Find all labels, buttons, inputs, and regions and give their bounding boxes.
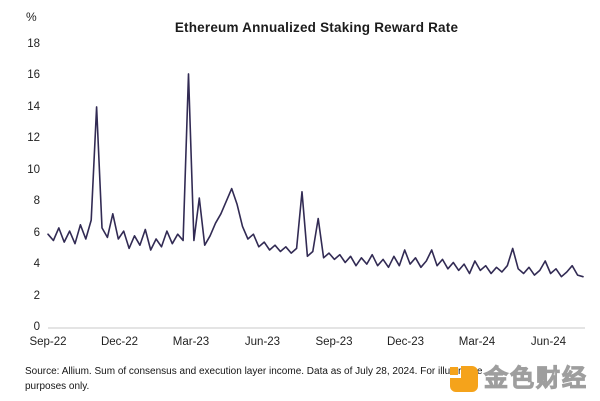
x-tick-label: Dec-23 (386, 336, 425, 348)
source-footnote-line2: purposes only. (25, 381, 90, 392)
source-footnote-line1: Source: Allium. Sum of consensus and exe… (25, 366, 483, 377)
y-tick-label: 4 (33, 258, 40, 271)
x-tick-label: Sep-23 (315, 336, 353, 348)
y-tick-label: 8 (33, 195, 40, 208)
y-tick-label: 10 (27, 163, 40, 176)
x-tick-label: Mar-23 (172, 336, 210, 348)
y-tick-label: 18 (27, 38, 40, 50)
y-tick-label: 12 (27, 132, 40, 145)
y-axis-tick-labels: 18 16 14 12 10 8 6 4 2 0 (0, 0, 40, 340)
x-tick-label: Dec-22 (100, 336, 139, 348)
source-footnote: Source: Allium. Sum of consensus and exe… (25, 364, 565, 394)
x-tick-label: Jun-23 (244, 336, 281, 348)
x-tick-label: Sep-22 (29, 336, 67, 348)
x-tick-label: Jun-24 (530, 336, 567, 348)
y-tick-label: 0 (33, 321, 40, 333)
x-axis-tick-labels: Sep-22 Dec-22 Mar-23 Jun-23 Sep-23 Dec-23 Mar-… (0, 336, 600, 352)
y-tick-label: 16 (27, 69, 40, 82)
chart-title: Ethereum Annualized Staking Reward Rate (174, 20, 459, 35)
y-tick-label: 6 (33, 226, 40, 239)
x-tick-label: Mar-24 (458, 336, 496, 348)
y-axis-unit-label: % (26, 10, 37, 24)
y-tick-label: 14 (27, 100, 40, 113)
reward-rate-line (47, 73, 584, 278)
y-tick-label: 2 (33, 289, 40, 302)
